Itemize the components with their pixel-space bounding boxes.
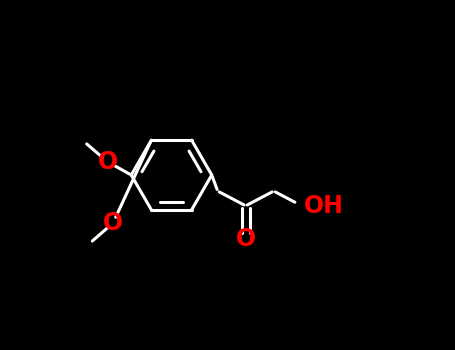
Text: OH: OH — [303, 194, 344, 218]
Text: O: O — [236, 227, 256, 251]
Text: O: O — [97, 150, 117, 174]
Text: O: O — [103, 211, 123, 235]
